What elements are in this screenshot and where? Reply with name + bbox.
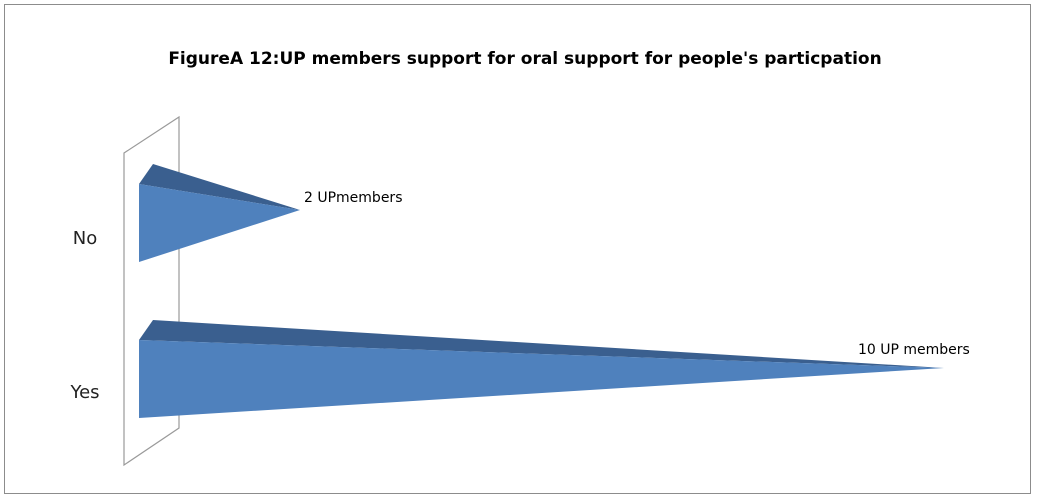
bars-layer [139,164,944,418]
bar-yes-top-face [139,320,944,368]
data-label-no: 2 UPmembers [304,190,403,206]
bar-yes [139,340,944,418]
category-label-no: No [73,228,97,249]
category-label-yes: Yes [69,382,99,403]
bar-no [139,184,300,262]
data-label-yes: 10 UP members [858,342,970,358]
axis-wall [123,115,180,467]
bar-no-top-face [139,164,300,210]
chart-title: FigureA 12:UP members support for oral s… [168,49,881,69]
